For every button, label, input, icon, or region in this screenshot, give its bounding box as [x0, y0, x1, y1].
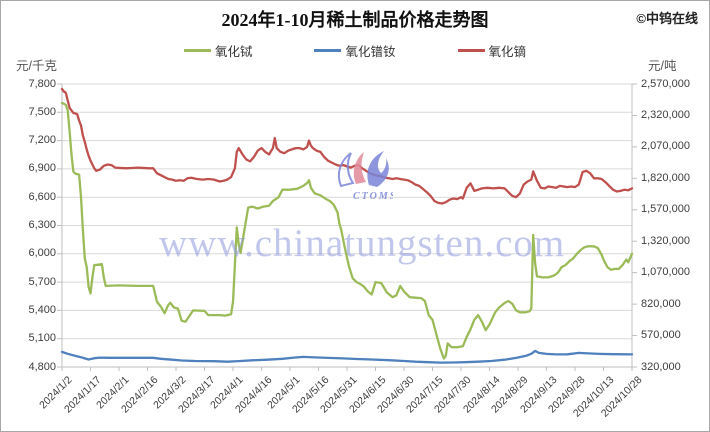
legend-item-praseodymium-neodymium-oxide: 氧化镨钕 [314, 41, 396, 60]
left-axis-tick-label: 5,100 [28, 332, 56, 345]
right-axis-tick-label: 2,570,000 [641, 77, 690, 90]
left-axis-tick-label: 6,300 [28, 219, 56, 231]
legend: 氧化铽 氧化镨钕 氧化镝 [0, 41, 710, 60]
left-axis-tick-label: 5,700 [28, 275, 56, 288]
right-axis-unit: 元/吨 [648, 59, 677, 73]
left-axis-tick-label: 6,000 [28, 247, 56, 260]
prnd-line-swatch-icon [314, 49, 342, 52]
left-axis-tick-label: 7,200 [28, 134, 56, 147]
right-axis-tick-label: 2,320,000 [641, 108, 690, 121]
legend-item-dysprosium-oxide: 氧化镝 [457, 41, 527, 60]
right-axis-tick-label: 1,820,000 [641, 171, 690, 184]
copyright-label: ©中钨在线 [636, 11, 698, 26]
left-axis-tick-label: 7,800 [28, 77, 56, 90]
legend-label: 氧化铽 [214, 45, 253, 59]
right-axis-tick-label: 1,320,000 [641, 234, 690, 247]
series-line-氧化铽 [60, 101, 634, 360]
dysprosium-line-swatch-icon [457, 49, 485, 52]
chart-title: 2024年1-10月稀土制品价格走势图 [221, 10, 489, 30]
left-axis-tick-label: 6,600 [28, 190, 56, 203]
left-axis-unit: 元/千克 [16, 59, 57, 73]
right-axis-tick-label: 820,000 [641, 297, 681, 310]
right-axis-tick-label: 1,070,000 [641, 266, 690, 279]
right-axis-tick-label: 320,000 [641, 360, 681, 373]
series-line-氧化镨钕 [60, 349, 634, 364]
legend-label: 氧化镝 [488, 45, 527, 59]
left-axis-tick-label: 6,900 [28, 162, 56, 175]
series-line-氧化镝 [60, 87, 634, 205]
left-axis-tick-label: 7,500 [28, 105, 56, 118]
right-axis-tick-label: 2,070,000 [641, 140, 690, 153]
legend-item-terbium-oxide: 氧化铽 [183, 41, 253, 60]
left-axis-tick-label: 4,800 [28, 360, 56, 373]
terbium-line-swatch-icon [183, 49, 211, 52]
legend-label: 氧化镨钕 [345, 45, 396, 59]
left-axis-tick-label: 5,400 [28, 303, 56, 316]
right-axis-tick-label: 570,000 [641, 329, 681, 342]
right-axis-tick-label: 1,570,000 [641, 203, 690, 216]
